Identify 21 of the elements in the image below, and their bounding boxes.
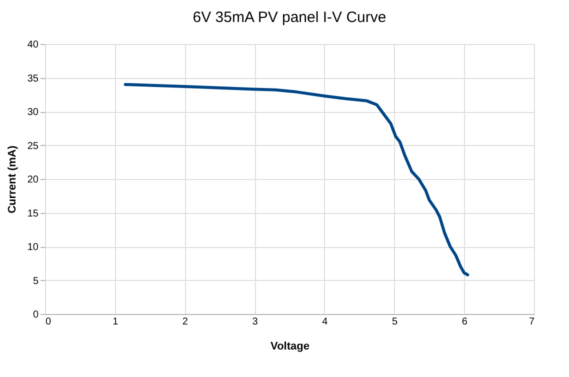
x-tick-label: 1 (112, 316, 119, 328)
chart-title: 6V 35mA PV panel I-V Curve (192, 9, 386, 26)
y-tick-label: 40 (27, 40, 39, 50)
y-tick-label: 35 (27, 73, 39, 84)
y-tick-label: 15 (27, 208, 39, 220)
line-series (124, 83, 470, 276)
x-tick-label: 0 (46, 316, 52, 328)
y-tick-label: 5 (32, 276, 39, 287)
x-tick-label: 3 (252, 316, 258, 328)
y-tick-label: 10 (27, 242, 39, 253)
x-tick-label: 6 (462, 316, 468, 328)
y-tick-label: 0 (32, 310, 39, 320)
y-tick-label: 20 (27, 174, 39, 186)
y-axis-title: Current (mA) (6, 145, 18, 214)
x-tick-label: 5 (392, 316, 398, 328)
x-tick-label: 7 (528, 316, 535, 328)
x-tick-label: 2 (182, 316, 188, 328)
y-tick-label: 30 (27, 107, 39, 118)
x-axis-title: Voltage (270, 340, 310, 352)
x-tick-label: 4 (322, 316, 328, 328)
y-tick-label: 25 (27, 140, 39, 152)
